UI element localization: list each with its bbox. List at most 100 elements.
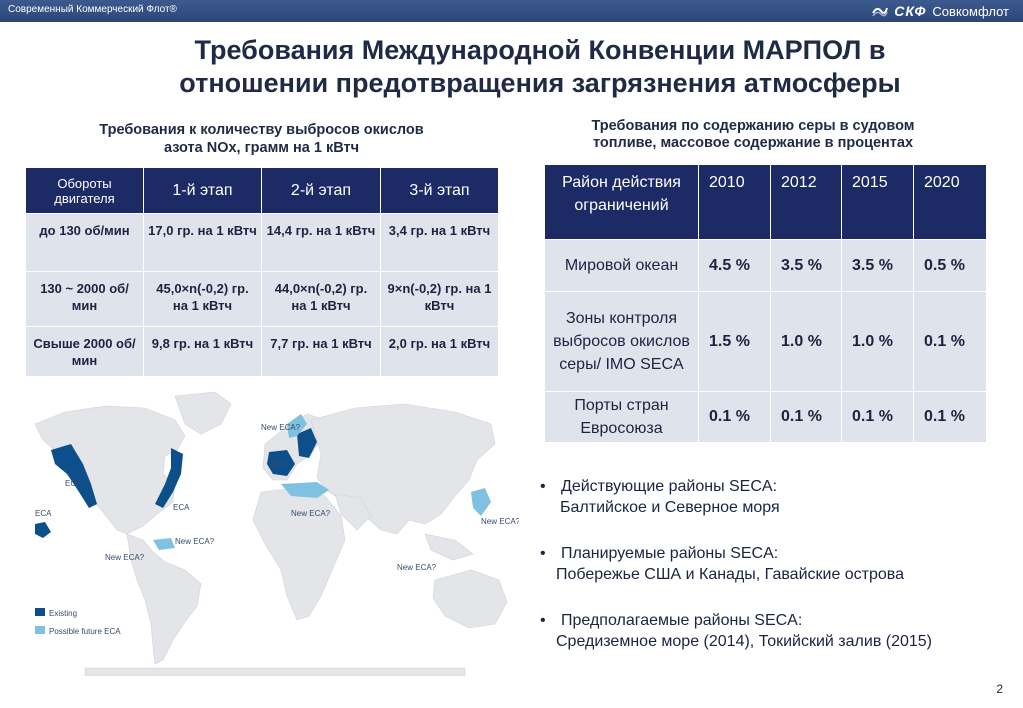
nox-col-rpm: Обороты двигателя [25, 167, 144, 214]
table-row: Зоны контроля выбросов окислов серы/ IMO… [544, 291, 987, 392]
sulfur-col-region: Район действия ограничений [544, 164, 699, 240]
sulfur-value-cell: 3.5 % [841, 239, 914, 292]
bullet-line-2: Побережье США и Канады, Гавайские остров… [556, 566, 905, 583]
bullet-line-1: Предполагаемые районы SECA: [561, 612, 803, 629]
eca-zone-us-west [51, 444, 97, 508]
eca-world-map: ECA ECA ECA ECA New ECA? New ECA? New EC… [25, 384, 519, 676]
sulfur-table: Район действия ограничений 2010 2012 201… [544, 164, 987, 443]
sulfur-value-cell: 0.1 % [770, 391, 842, 443]
nox-heading-line-1: Требования к количеству выбросов окислов [99, 122, 424, 138]
sulfur-value-cell: 4.5 % [698, 239, 771, 292]
bullet-item: • Планируемые районы SECA: Побережье США … [540, 543, 1010, 585]
map-label-eca: ECA [271, 459, 288, 468]
nox-heading-line-2: азота NOx, грамм на 1 кВтч [163, 140, 360, 156]
nox-cell: 9×n(-0,2) гр. на 1 кВтч [380, 271, 499, 327]
future-eca-zones [153, 414, 491, 550]
sulfur-heading-line-1: Требования по содержанию серы в судовом [591, 118, 915, 134]
bullet-line-1: Планируемые районы SECA: [561, 545, 779, 562]
logo-text: Совкомфлот [932, 3, 1009, 19]
nox-cell: 3,4 гр. на 1 кВтч [380, 213, 499, 272]
nox-cell: 7,7 гр. на 1 кВтч [261, 326, 381, 377]
nox-cell: 17,0 гр. на 1 кВтч [143, 213, 262, 272]
bullet-dot: • [540, 478, 546, 495]
bullet-line-2: Балтийское и Северное моря [560, 499, 780, 516]
land-antarctica [84, 667, 466, 676]
bullet-item: • Действующие районы SECA: Балтийское и С… [540, 476, 1010, 518]
legend-existing-swatch [35, 608, 45, 616]
sulfur-value-cell: 0.1 % [913, 391, 987, 443]
land-greenland [174, 391, 232, 435]
nox-cell: 130 ~ 2000 об/мин [25, 271, 144, 327]
company-logo: СКФ Совкомфлот [872, 3, 1009, 19]
table-row: Мировой океан 4.5 % 3.5 % 3.5 % 0.5 % [544, 239, 987, 292]
sulfur-heading: Требования по содержанию серы в судовом … [532, 118, 974, 152]
logo-mark: СКФ [894, 3, 927, 19]
land-africa [252, 487, 346, 621]
bullet-dot: • [540, 612, 546, 629]
sulfur-value-cell: 0.1 % [841, 391, 914, 443]
land-arabia [334, 493, 372, 531]
sulfur-col-2012: 2012 [770, 164, 842, 240]
future-eca-mediterranean [281, 482, 329, 498]
land-australia [432, 569, 508, 629]
map-label-new-eca: New ECA? [481, 517, 519, 526]
seca-bullet-list: • Действующие районы SECA: Балтийское и С… [540, 476, 1010, 652]
eca-zone-north-sea [267, 450, 295, 476]
map-label-eca: ECA [35, 509, 52, 518]
sulfur-region-cell: Мировой океан [544, 239, 699, 292]
sulfur-region-cell: Зоны контроля выбросов окислов серы/ IMO… [544, 291, 699, 392]
map-legend: Existing Possible future ECA [35, 608, 121, 636]
nox-table: Обороты двигателя 1-й этап 2-й этап 3-й … [25, 167, 499, 377]
sulfur-value-cell: 1.5 % [698, 291, 771, 392]
future-eca-norway [287, 414, 307, 438]
eca-zone-baltic [297, 428, 317, 458]
nox-header-row: Обороты двигателя 1-й этап 2-й этап 3-й … [25, 167, 499, 214]
future-eca-caribbean [153, 538, 175, 550]
nox-heading: Требования к количеству выбросов окислов… [25, 121, 498, 157]
map-label-new-eca: New ECA? [105, 553, 145, 562]
sulfur-value-cell: 1.0 % [770, 291, 842, 392]
sulfur-value-cell: 0.5 % [913, 239, 987, 292]
future-eca-japan [471, 488, 491, 516]
legend-future-swatch [35, 626, 45, 634]
nox-col-stage-1: 1-й этап [143, 167, 262, 214]
bullet-dot: • [540, 545, 546, 562]
page-title: Требования Международной Конвенции МАРПО… [70, 34, 1010, 100]
nox-cell: до 130 об/мин [25, 213, 144, 272]
table-row: до 130 об/мин 17,0 гр. на 1 кВтч 14,4 гр… [25, 213, 499, 272]
eca-zone-us-east [155, 448, 183, 508]
wave-logo-icon [872, 7, 889, 17]
map-label-new-eca: New ECA? [291, 509, 331, 518]
sulfur-value-cell: 0.1 % [698, 391, 771, 443]
existing-eca-zones [35, 428, 317, 538]
table-row: 130 ~ 2000 об/мин 45,0×n(-0,2) гр. на 1 … [25, 271, 499, 327]
map-label-eca: ECA [173, 503, 190, 512]
sulfur-col-2015: 2015 [841, 164, 914, 240]
sulfur-value-cell: 1.0 % [841, 291, 914, 392]
nox-cell: 9,8 гр. на 1 кВтч [143, 326, 262, 377]
sulfur-region-cell: Порты стран Евросоюза [544, 391, 699, 443]
title-line-2: отношении предотвращения загрязнения атм… [179, 68, 901, 98]
top-bar: Современный Коммерческий Флот® СКФ Совко… [0, 0, 1023, 22]
nox-col-stage-2: 2-й этап [261, 167, 381, 214]
nox-cell: 45,0×n(-0,2) гр. на 1 кВтч [143, 271, 262, 327]
sulfur-col-2010: 2010 [698, 164, 771, 240]
table-row: Свыше 2000 об/мин 9,8 гр. на 1 кВтч 7,7 … [25, 326, 499, 377]
nox-cell: Свыше 2000 об/мин [25, 326, 144, 377]
map-label-eca: ECA [65, 479, 82, 488]
title-line-1: Требования Международной Конвенции МАРПО… [194, 35, 886, 65]
map-label-new-eca: New ECA? [175, 537, 215, 546]
nox-cell: 2,0 гр. на 1 кВтч [380, 326, 499, 377]
nox-col-stage-3: 3-й этап [380, 167, 499, 214]
land-indonesia [424, 533, 474, 561]
bullet-item: • Предполагаемые районы SECA: Средиземное… [540, 610, 1010, 652]
sulfur-col-2020: 2020 [913, 164, 987, 240]
land-south-america [126, 533, 202, 665]
bullet-line-2: Средиземное море (2014), Токийский залив… [556, 633, 933, 650]
company-name: Современный Коммерческий Флот® [8, 4, 177, 15]
map-label-new-eca: New ECA? [397, 563, 437, 572]
map-label-new-eca: New ECA? [261, 423, 301, 432]
sulfur-heading-line-2: топливе, массовое содержание в процентах [592, 135, 914, 151]
nox-cell: 44,0×n(-0,2) гр. на 1 кВтч [261, 271, 381, 327]
eca-zone-hawaii [35, 522, 51, 538]
